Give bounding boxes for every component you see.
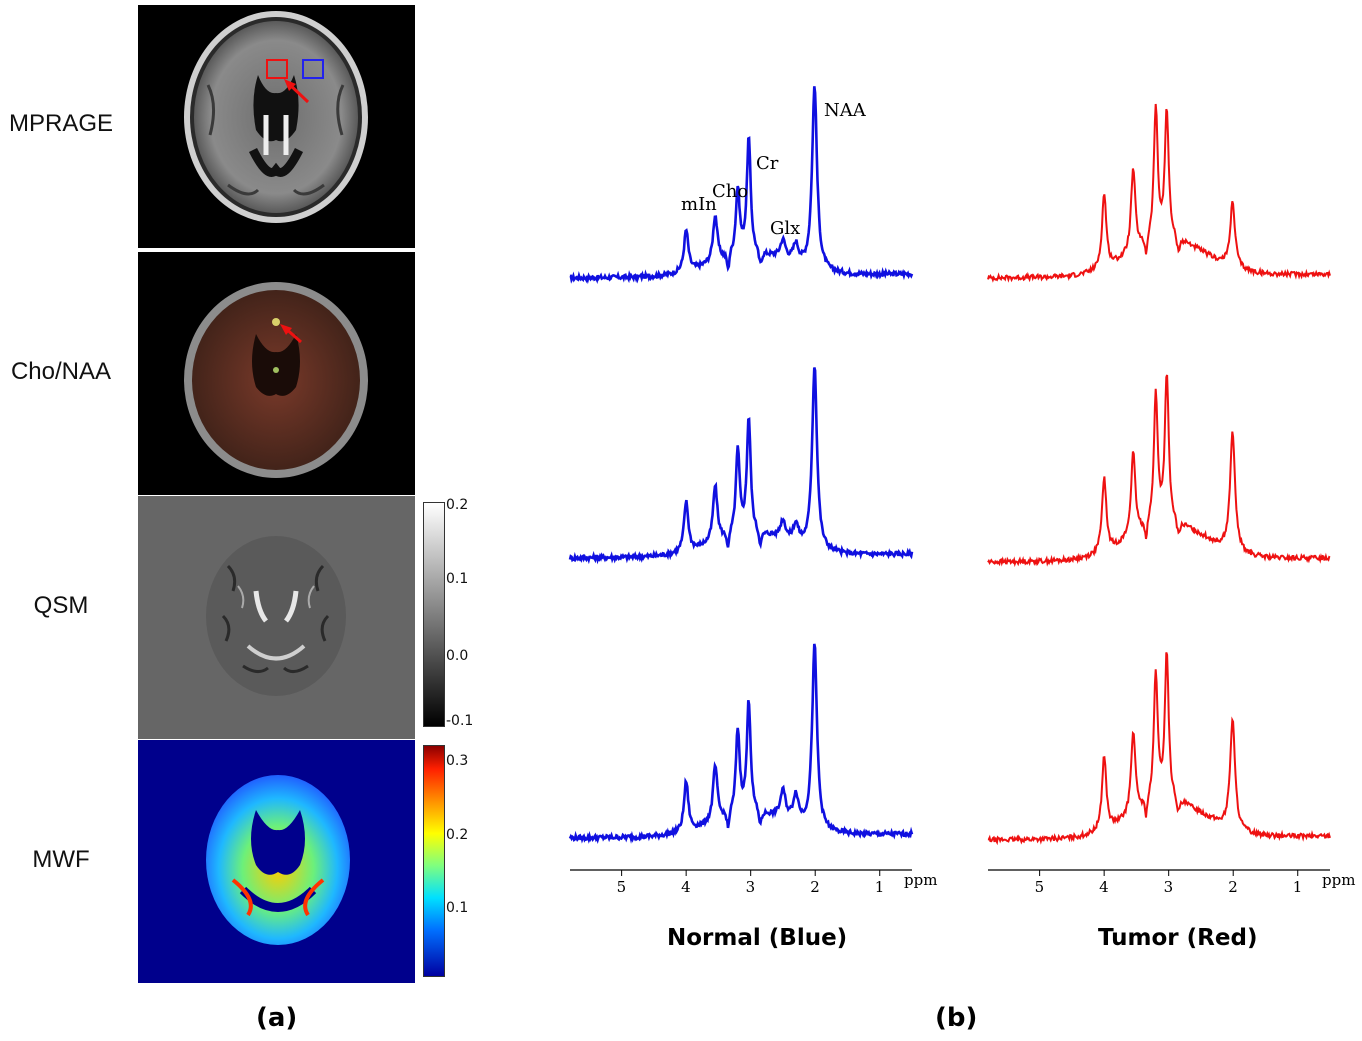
mwf-image bbox=[138, 740, 415, 983]
tumor-x-tick-label: 1 bbox=[1293, 878, 1303, 896]
peak-label-cho: Cho bbox=[712, 181, 748, 202]
tumor-spectrum-line bbox=[987, 374, 1331, 568]
tumor-x-tick-label: 3 bbox=[1164, 878, 1174, 896]
normal-caption: Normal (Blue) bbox=[667, 925, 848, 951]
qsm-tick: 0.0 bbox=[446, 648, 469, 664]
cho-naa-image bbox=[138, 252, 415, 495]
normal-x-tick-label: 5 bbox=[617, 878, 627, 896]
tumor-spectrum-line bbox=[987, 103, 1331, 283]
mwf-tick: 0.2 bbox=[446, 827, 469, 843]
mwf-tick: 0.1 bbox=[446, 900, 469, 916]
normal-x-unit: ppm bbox=[904, 871, 937, 889]
qsm-tick: 0.1 bbox=[446, 571, 469, 587]
qsm-tick: 0.2 bbox=[446, 497, 469, 513]
row-label-qsm: QSM bbox=[33, 592, 89, 619]
mwf-tick: 0.3 bbox=[446, 753, 469, 769]
peak-label-min: mIn bbox=[681, 194, 717, 215]
normal-x-tick-label: 3 bbox=[746, 878, 756, 896]
tumor-x-tick-label: 5 bbox=[1035, 878, 1045, 896]
qsm-image bbox=[138, 496, 415, 739]
row-label-mprage: MPRAGE bbox=[8, 110, 113, 137]
peak-label-glx: Glx bbox=[770, 218, 800, 239]
tumor-x-unit: ppm bbox=[1322, 871, 1355, 889]
normal-x-tick-label: 4 bbox=[681, 878, 691, 896]
mwf-colorbar bbox=[423, 745, 445, 977]
row-label-mwf: MWF bbox=[32, 846, 90, 873]
tumor-x-tick-label: 2 bbox=[1228, 878, 1238, 896]
qsm-colorbar bbox=[423, 502, 445, 727]
panel-b-label: (b) bbox=[935, 1003, 978, 1033]
normal-spectrum-line bbox=[569, 86, 914, 285]
mprage-image bbox=[138, 5, 415, 248]
normal-x-tick-label: 1 bbox=[875, 878, 885, 896]
qsm-tick: -0.1 bbox=[446, 713, 474, 729]
spectra-figure: NAA Cr Cho mIn Glx 5 4 3 2 1 ppm 5 4 3 2 1 ppm bbox=[568, 86, 1355, 896]
tumor-caption: Tumor (Red) bbox=[1098, 925, 1258, 951]
tumor-x-tick-label: 4 bbox=[1099, 878, 1109, 896]
tumor-spectrum-line bbox=[987, 652, 1331, 846]
peak-label-cr: Cr bbox=[756, 153, 779, 174]
normal-x-tick-label: 2 bbox=[810, 878, 820, 896]
normal-spectrum-line bbox=[568, 643, 914, 844]
peak-label-naa: NAA bbox=[824, 100, 867, 121]
normal-spectrum-line bbox=[568, 367, 914, 565]
panel-a-label: (a) bbox=[256, 1003, 298, 1033]
row-label-cho-naa: Cho/NAA bbox=[10, 358, 112, 385]
